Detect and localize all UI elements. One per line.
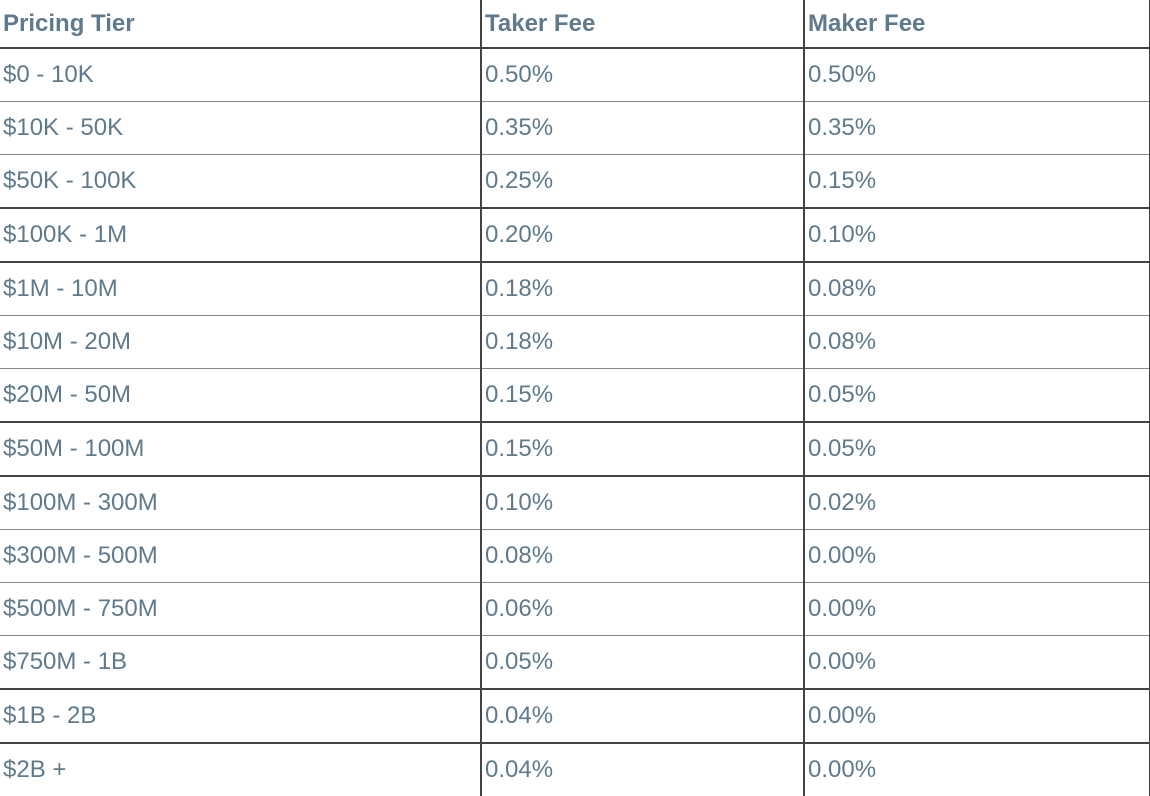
taker-fee-cell: 0.08% [480,529,804,583]
taker-fee-cell: 0.18% [480,261,804,316]
table-row: $100K - 1M 0.20% 0.10% [0,207,1150,262]
maker-fee-cell: 0.00% [803,688,1150,743]
taker-fee-cell: 0.04% [480,742,804,796]
table-row: $50M - 100M 0.15% 0.05% [0,421,1150,476]
header-row: Pricing Tier Taker Fee Maker Fee [0,0,1150,49]
header-pricing-tier: Pricing Tier [0,0,481,49]
taker-fee-cell: 0.18% [480,315,804,369]
header-maker-fee: Maker Fee [803,0,1150,49]
maker-fee-cell: 0.05% [803,421,1150,476]
maker-fee-cell: 0.00% [803,742,1150,796]
pricing-tier-cell: $300M - 500M [0,529,481,583]
taker-fee-cell: 0.20% [480,207,804,262]
maker-fee-cell: 0.00% [803,635,1150,689]
maker-fee-cell: 0.08% [803,315,1150,369]
taker-fee-cell: 0.10% [480,475,804,530]
taker-fee-cell: 0.50% [480,47,804,102]
maker-fee-cell: 0.15% [803,154,1150,208]
table-row: $100M - 300M 0.10% 0.02% [0,475,1150,530]
table-row: $0 - 10K 0.50% 0.50% [0,47,1150,102]
pricing-tier-cell: $100K - 1M [0,207,481,262]
header-taker-fee: Taker Fee [480,0,804,49]
table-row: $300M - 500M 0.08% 0.00% [0,529,1150,583]
pricing-tier-cell: $10M - 20M [0,315,481,369]
maker-fee-cell: 0.00% [803,529,1150,583]
maker-fee-cell: 0.05% [803,368,1150,422]
taker-fee-cell: 0.04% [480,688,804,743]
maker-fee-cell: 0.00% [803,582,1150,636]
pricing-tier-cell: $50M - 100M [0,421,481,476]
maker-fee-cell: 0.08% [803,261,1150,316]
pricing-tier-cell: $100M - 300M [0,475,481,530]
table-row: $1B - 2B 0.04% 0.00% [0,688,1150,743]
table-row: $500M - 750M 0.06% 0.00% [0,582,1150,636]
table-row: $50K - 100K 0.25% 0.15% [0,154,1150,208]
taker-fee-cell: 0.35% [480,101,804,155]
pricing-tier-cell: $10K - 50K [0,101,481,155]
taker-fee-cell: 0.25% [480,154,804,208]
taker-fee-cell: 0.06% [480,582,804,636]
pricing-tier-cell: $1M - 10M [0,261,481,316]
pricing-tier-cell: $500M - 750M [0,582,481,636]
table-row: $10K - 50K 0.35% 0.35% [0,101,1150,155]
table-row: $20M - 50M 0.15% 0.05% [0,368,1150,422]
table-row: $750M - 1B 0.05% 0.00% [0,635,1150,689]
maker-fee-cell: 0.50% [803,47,1150,102]
pricing-tier-cell: $20M - 50M [0,368,481,422]
maker-fee-cell: 0.35% [803,101,1150,155]
table-row: $10M - 20M 0.18% 0.08% [0,315,1150,369]
taker-fee-cell: 0.05% [480,635,804,689]
pricing-tier-cell: $750M - 1B [0,635,481,689]
pricing-tier-cell: $1B - 2B [0,688,481,743]
maker-fee-cell: 0.02% [803,475,1150,530]
table-row: $1M - 10M 0.18% 0.08% [0,261,1150,316]
pricing-tier-cell: $0 - 10K [0,47,481,102]
pricing-tier-cell: $50K - 100K [0,154,481,208]
maker-fee-cell: 0.10% [803,207,1150,262]
taker-fee-cell: 0.15% [480,421,804,476]
table-row: $2B +0.04% 0.00% [0,742,1150,796]
taker-fee-cell: 0.15% [480,368,804,422]
pricing-tier-cell: $2B + [0,742,481,796]
